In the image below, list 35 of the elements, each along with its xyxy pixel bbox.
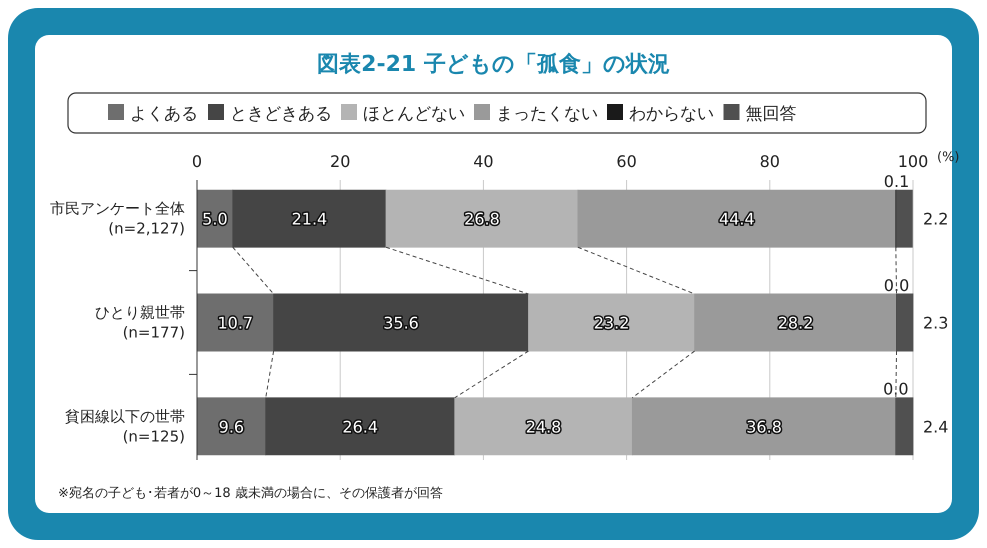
- chart-title: 図表2-21 子どもの「孤食」の状況: [317, 52, 670, 77]
- data-label: 5.0: [202, 210, 228, 229]
- text: ※宛名の子ども･若者が0～18 歳未満の場合に、その保護者が回答: [58, 485, 443, 501]
- data-label: 23.2: [594, 314, 630, 332]
- legend-label: 無回答: [746, 104, 796, 124]
- y-tick-label: 市民アンケート全体 (n=2,127): [50, 200, 185, 238]
- y-tick-label: 貧困線以下の世帯 (n=125): [65, 407, 185, 446]
- legend-label: ときどきある: [230, 104, 332, 124]
- data-label: 10.7: [217, 314, 254, 332]
- legend-label: わからない: [629, 104, 714, 124]
- data-label: 0.0: [884, 276, 910, 295]
- data-label: 2.4: [923, 417, 948, 436]
- legend-label: ほとんどない: [363, 104, 465, 124]
- data-label: 0.0: [883, 380, 909, 399]
- legend-label: よくある: [130, 104, 198, 124]
- data-label: 28.2: [778, 314, 814, 332]
- data-label: 36.8: [746, 417, 782, 436]
- data-label: 21.4: [292, 210, 328, 229]
- x-tick-label: 100: [898, 152, 928, 171]
- y-tick-label: ひとり親世帯 (n=177): [95, 304, 185, 342]
- data-label: 44.4: [719, 210, 755, 229]
- data-label: 35.6: [383, 314, 419, 332]
- data-label: 2.3: [923, 314, 948, 332]
- x-tick-label: 80: [760, 152, 780, 171]
- x-tick-label: 60: [616, 152, 637, 171]
- data-label: 2.2: [923, 210, 948, 229]
- legend-label: まったくない: [496, 104, 598, 124]
- x-tick-label: 0: [192, 152, 202, 171]
- data-label: 24.8: [526, 417, 562, 436]
- data-label: 9.6: [218, 417, 244, 436]
- x-tick-label: 40: [473, 152, 494, 171]
- data-label: 26.8: [464, 210, 500, 229]
- data-label: 0.1: [884, 172, 910, 192]
- x-tick-label: 20: [330, 152, 350, 171]
- data-label: 26.4: [342, 417, 378, 436]
